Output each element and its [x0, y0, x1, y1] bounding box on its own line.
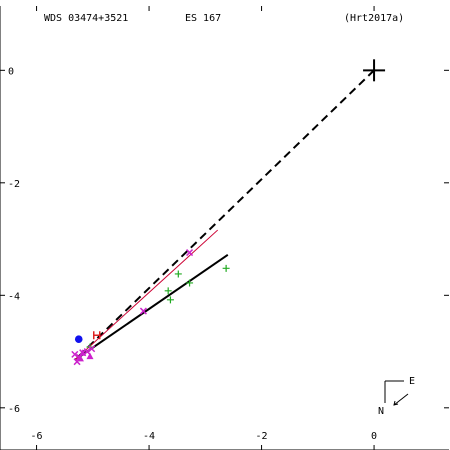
compass-north-label: N	[378, 406, 384, 417]
axis-ticks: -6 -4 -2 0 0 -2 -4 -6	[0, 6, 449, 450]
fitted-orbit-line	[74, 253, 229, 361]
plus-point	[164, 287, 172, 295]
compass-east-label: E	[409, 376, 415, 387]
y-tick-label: 0	[8, 66, 14, 77]
compass: E N	[378, 376, 415, 417]
motion-arrowhead-icon	[393, 400, 399, 406]
node-line	[74, 69, 375, 361]
cross-point	[88, 345, 96, 353]
triangle-point	[86, 352, 94, 360]
data-marks	[71, 59, 386, 366]
plus-point	[174, 270, 182, 278]
x-tick-label: -4	[143, 431, 155, 442]
plot-frame	[0, 6, 449, 450]
triangle-point	[76, 354, 84, 362]
plus-point	[166, 296, 174, 304]
h-point	[93, 331, 101, 340]
x-tick-label: 0	[371, 431, 377, 442]
x-tick-label: -6	[31, 431, 43, 442]
triangle-point	[79, 349, 87, 356]
dot-point	[74, 335, 83, 343]
previous-orbit-line	[74, 229, 219, 361]
motion-arrow	[393, 393, 409, 406]
wds-id-label: WDS 03474+3521	[44, 13, 128, 24]
plus-point	[186, 279, 194, 287]
reference-label: (Hrt2017a)	[344, 13, 404, 24]
cross-point	[186, 249, 194, 257]
plus-point	[222, 264, 230, 272]
y-tick-label: -6	[8, 404, 20, 415]
y-tick-label: -4	[8, 291, 20, 302]
discoverer-label: ES 167	[185, 13, 221, 24]
y-tick-label: -2	[8, 179, 20, 190]
x-tick-label: -2	[256, 431, 268, 442]
cross-point	[71, 350, 79, 358]
cross-point	[139, 307, 147, 315]
